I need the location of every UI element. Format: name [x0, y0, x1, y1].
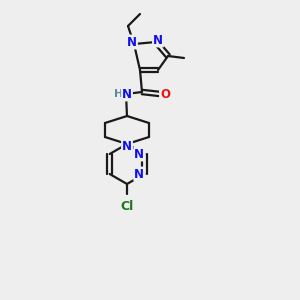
Text: Cl: Cl — [120, 200, 134, 214]
Text: N: N — [153, 34, 163, 46]
Text: H: H — [114, 89, 124, 99]
Text: N: N — [122, 140, 132, 152]
Text: O: O — [160, 88, 170, 100]
Text: N: N — [134, 148, 144, 160]
Text: N: N — [134, 167, 144, 181]
Text: N: N — [127, 35, 137, 49]
Text: N: N — [122, 88, 132, 100]
